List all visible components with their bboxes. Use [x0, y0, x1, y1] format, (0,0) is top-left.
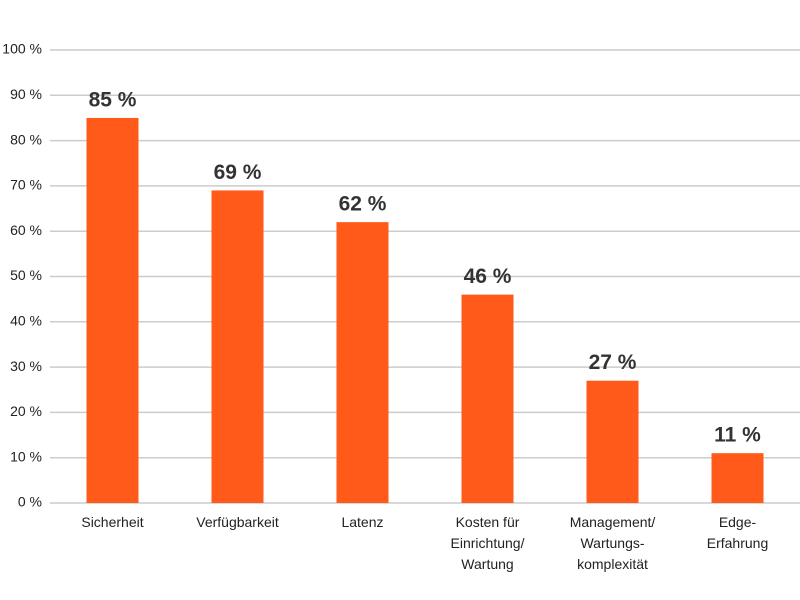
x-tick-label: Edge-Erfahrung [707, 514, 768, 551]
y-tick-label: 20 % [10, 403, 42, 419]
x-tick-label: Kosten für Einrichtung/Wartung [451, 514, 525, 572]
bar [586, 380, 639, 503]
bar [211, 190, 264, 503]
x-tick-label: Latenz [341, 514, 383, 530]
y-tick-label: 100 % [2, 41, 42, 57]
value-label: 69 % [214, 161, 262, 184]
bar [336, 222, 389, 503]
value-label: 11 % [714, 424, 761, 447]
bar [461, 294, 514, 503]
value-label: 27 % [589, 351, 637, 374]
y-tick-label: 70 % [10, 177, 42, 193]
x-tick-label: Sicherheit [81, 514, 143, 530]
value-label: 85 % [89, 88, 137, 111]
value-label: 62 % [339, 193, 387, 216]
value-label: 46 % [464, 265, 512, 288]
bar [86, 117, 139, 503]
y-tick-label: 0 % [18, 494, 42, 510]
y-tick-label: 60 % [10, 222, 42, 238]
x-tick-label: Verfügbarkeit [196, 514, 279, 530]
y-tick-label: 10 % [10, 448, 42, 464]
y-tick-label: 40 % [10, 313, 42, 329]
x-tick-label: Management/Wartungs-komplexität [570, 514, 656, 572]
y-tick-label: 30 % [10, 358, 42, 374]
y-tick-label: 90 % [10, 86, 42, 102]
y-tick-label: 50 % [10, 267, 42, 283]
bar [711, 453, 764, 503]
y-tick-label: 80 % [10, 131, 42, 147]
